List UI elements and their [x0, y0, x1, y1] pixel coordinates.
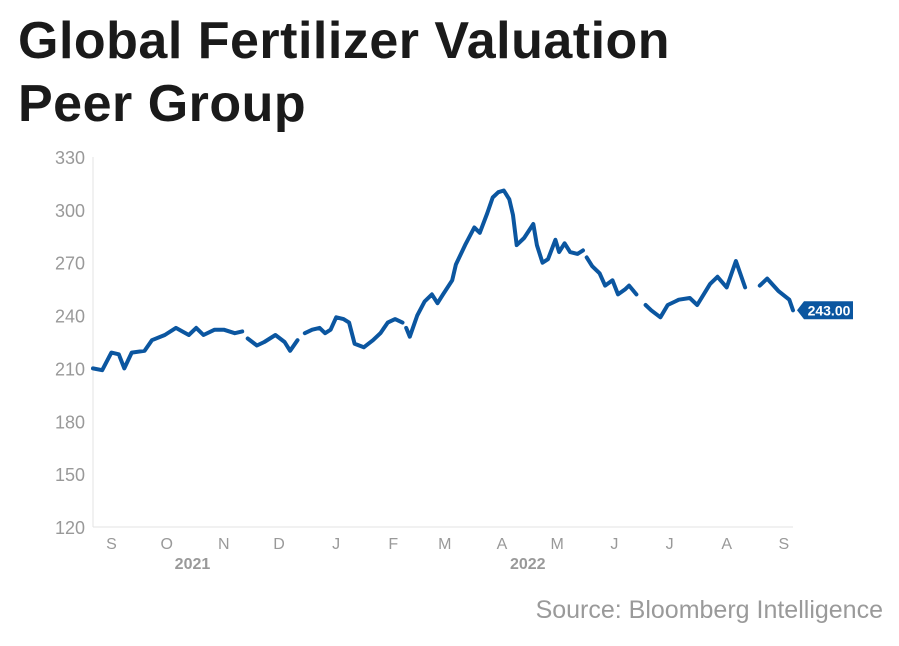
- x-tick-label: A: [721, 536, 732, 553]
- y-tick-label: 270: [55, 254, 85, 274]
- y-tick-label: 150: [55, 465, 85, 485]
- series-line: [91, 188, 795, 373]
- x-tick-label: S: [106, 536, 117, 553]
- chart-title: Global Fertilizer Valuation Peer Group: [18, 12, 671, 133]
- source-note: Source: Bloomberg Intelligence: [535, 596, 883, 624]
- x-tick-label: D: [273, 536, 285, 553]
- y-tick-label: 330: [55, 148, 85, 168]
- x-tick-label: J: [610, 536, 618, 553]
- x-tick-label: A: [497, 536, 508, 553]
- y-tick-label: 210: [55, 359, 85, 379]
- x-tick-label: O: [160, 536, 172, 553]
- x-tick-label: M: [551, 536, 564, 553]
- y-tick-label: 180: [55, 412, 85, 432]
- x-tick-label: S: [778, 536, 789, 553]
- x-tick-label: J: [332, 536, 340, 553]
- x-tick-label: F: [388, 536, 398, 553]
- y-tick-label: 240: [55, 307, 85, 327]
- y-tick-label: 300: [55, 201, 85, 221]
- year-label: 2021: [175, 556, 211, 573]
- last-value-badge: [797, 301, 853, 320]
- y-tick-label: 120: [55, 518, 85, 538]
- year-label: 2022: [510, 556, 546, 573]
- last-value-label: 243.00: [808, 302, 851, 318]
- x-tick-label: J: [666, 536, 674, 553]
- x-tick-label: N: [218, 536, 230, 553]
- x-tick-label: M: [438, 536, 451, 553]
